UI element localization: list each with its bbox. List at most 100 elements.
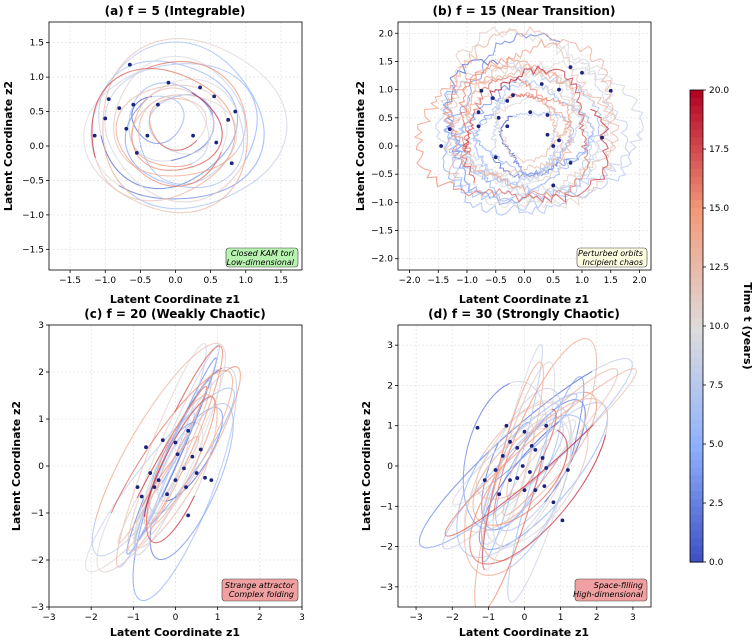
panel-d-trajectory-segment bbox=[507, 579, 510, 596]
panel-c-trajectory-segment bbox=[213, 368, 221, 393]
panel-b-trajectory-segment bbox=[458, 103, 475, 120]
panel-d-trajectory-segment bbox=[554, 461, 571, 493]
panel-b-trajectory-segment bbox=[490, 139, 497, 158]
panel-d-trajectory-segment bbox=[532, 386, 542, 400]
panel-a-trajectory-segment bbox=[138, 113, 144, 128]
panel-b-trajectory-segment bbox=[580, 145, 591, 169]
panel-b-initial-point bbox=[505, 99, 510, 103]
panel-c-trajectory-segment bbox=[158, 441, 170, 465]
panel-a-xtick-label: 0.0 bbox=[168, 276, 183, 286]
panel-c-trajectory-segment bbox=[219, 352, 224, 369]
panel-b-trajectory-segment bbox=[583, 131, 600, 153]
panel-a-trajectory-segment bbox=[138, 127, 141, 142]
panel-a-trajectory-segment bbox=[186, 201, 215, 209]
panel-c-trajectory-segment bbox=[206, 420, 213, 439]
colorbar-segment bbox=[690, 208, 703, 217]
panel-d-trajectory-segment bbox=[527, 556, 540, 582]
panel-a-trajectory-segment bbox=[129, 91, 146, 101]
panel-a-trajectory-segment bbox=[220, 177, 245, 192]
panel-a-trajectory-segment bbox=[208, 131, 213, 141]
panel-d-trajectory-segment bbox=[595, 350, 598, 371]
panel-d-trajectory-segment bbox=[486, 486, 495, 507]
panel-d-trajectory-segment bbox=[628, 358, 633, 367]
panel-b-trajectory-segment bbox=[444, 89, 458, 108]
panel-d-trajectory-segment bbox=[466, 427, 475, 450]
panel-b-trajectory-segment bbox=[466, 182, 489, 195]
panel-a-trajectory-segment bbox=[219, 132, 223, 146]
panel-c-initial-point bbox=[198, 447, 203, 452]
panel-d-trajectory-segment bbox=[533, 412, 556, 432]
panel-b-ytick-label: −1.5 bbox=[371, 227, 393, 237]
panel-c-trajectory-segment bbox=[173, 365, 188, 392]
panel-d-trajectory-segment bbox=[474, 552, 481, 584]
panel-d-trajectory-segment bbox=[553, 443, 561, 458]
panel-a-trajectory-segment bbox=[103, 146, 114, 173]
panel-d-trajectory-segment bbox=[501, 466, 512, 488]
panel-c-initial-point bbox=[186, 513, 191, 518]
panel-c-trajectory-segment bbox=[85, 553, 89, 567]
panel-c-trajectory-segment bbox=[207, 468, 222, 506]
panel-d-trajectory-segment bbox=[542, 369, 544, 387]
panel-c-trajectory-segment bbox=[211, 407, 216, 421]
panel-b-trajectory-segment bbox=[480, 82, 492, 100]
panel-d-trajectory-segment bbox=[418, 523, 427, 540]
panel-c-trajectory-segment bbox=[203, 387, 208, 397]
panel-b-trajectory-segment bbox=[447, 103, 462, 127]
panel-a-trajectory-segment bbox=[173, 150, 184, 155]
panel-d-trajectory-segment bbox=[528, 364, 537, 378]
panel-c-trajectory-segment bbox=[203, 450, 212, 474]
panel-a-annotation-line1: Closed KAM tori bbox=[231, 249, 295, 258]
panel-d-trajectory-segment bbox=[460, 477, 471, 503]
panel-c-trajectory-segment bbox=[189, 421, 205, 454]
panel-b-ytick-label: 0.5 bbox=[379, 114, 393, 124]
panel-b-trajectory-segment bbox=[597, 73, 626, 92]
panel-c-trajectory-segment bbox=[179, 406, 192, 423]
panel-b-trajectory-segment bbox=[442, 157, 462, 182]
panel-c-ytick-label: 0 bbox=[38, 462, 44, 472]
panel-d-trajectory-segment bbox=[469, 454, 484, 479]
panel-a-trajectory-segment bbox=[177, 87, 192, 94]
panel-c-trajectory-segment bbox=[229, 406, 234, 419]
panel-a-title: (a) f = 5 (Integrable) bbox=[105, 4, 246, 18]
panel-d-trajectory-segment bbox=[534, 518, 549, 539]
panel-d-trajectory-segment bbox=[553, 416, 557, 427]
panel-d-trajectory-segment bbox=[525, 461, 554, 490]
panel-d-trajectory-segment bbox=[529, 405, 551, 423]
panel-c-trajectory-segment bbox=[90, 567, 103, 573]
panel-a-trajectory-segment bbox=[232, 119, 238, 135]
panel-c-xtick-label: 1 bbox=[215, 613, 221, 623]
panel-a-trajectory-segment bbox=[107, 139, 118, 159]
panel-b-trajectory-segment bbox=[596, 97, 616, 119]
panel-c-trajectory-segment bbox=[155, 513, 169, 536]
panel-a-trajectory-segment bbox=[106, 153, 119, 172]
panel-a-trajectory-segment bbox=[83, 136, 90, 161]
panel-b-trajectory-segment bbox=[479, 170, 498, 178]
panel-d-trajectory-segment bbox=[510, 501, 532, 519]
panel-c-ytick-label: 2 bbox=[38, 368, 44, 378]
panel-a-trajectory-segment bbox=[129, 175, 148, 191]
panel-b-trajectory-segment bbox=[489, 106, 496, 120]
panel-d-trajectory-segment bbox=[550, 426, 555, 439]
panel-c-trajectory-segment bbox=[99, 569, 109, 573]
panel-a-trajectory-segment bbox=[91, 138, 96, 159]
panel-a-initial-point bbox=[226, 117, 231, 122]
panel-d-trajectory-segment bbox=[602, 368, 615, 373]
panel-d-initial-point bbox=[529, 443, 534, 448]
panel-d-trajectory-segment bbox=[455, 502, 464, 506]
panel-b-initial-point bbox=[551, 183, 556, 188]
panel-a-trajectory-segment bbox=[244, 115, 248, 139]
panel-b-xtick-label: 0.0 bbox=[517, 276, 532, 286]
panel-b-trajectory-segment bbox=[601, 101, 614, 123]
colorbar-segment bbox=[690, 152, 703, 162]
panel-a-initial-point bbox=[156, 102, 160, 107]
panel-a-trajectory-segment bbox=[203, 110, 207, 119]
panel-a-xtick-label: −1.5 bbox=[59, 276, 81, 286]
panel-c-trajectory-segment bbox=[199, 366, 210, 384]
panel-a-trajectory-segment bbox=[117, 170, 136, 185]
panel-a-trajectory-segment bbox=[154, 82, 169, 85]
panel-a-trajectory-segment bbox=[238, 78, 254, 99]
panel-a-trajectory-segment bbox=[219, 152, 236, 166]
panel-d-trajectory-segment bbox=[522, 528, 540, 541]
panel-b-trajectory-segment bbox=[543, 146, 551, 158]
panel-a-trajectory-segment bbox=[180, 85, 193, 93]
